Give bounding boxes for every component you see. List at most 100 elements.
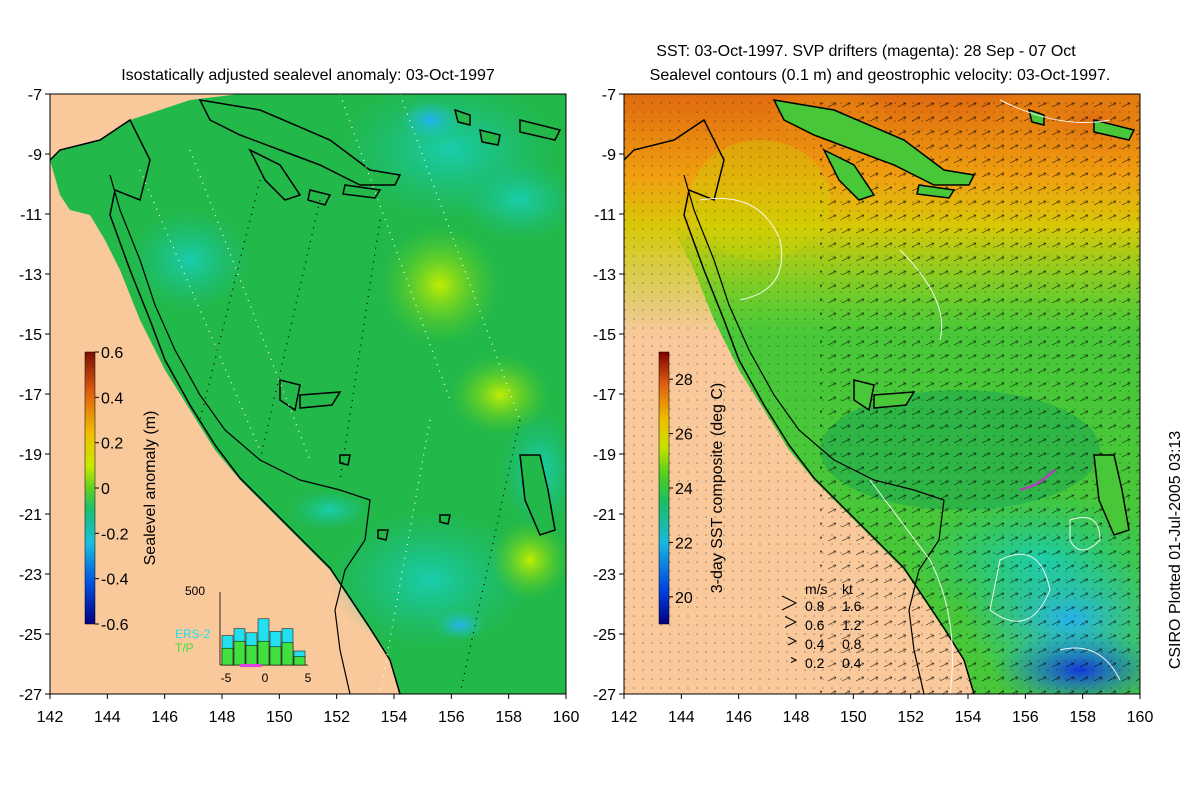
legend-tp: T/P — [175, 641, 194, 655]
histogram-xticks: -5 0 5 — [221, 671, 312, 685]
histogram-xtick-label: 0 — [262, 671, 269, 685]
right-title-line1: SST: 03-Oct-1997. SVP drifters (magenta)… — [656, 43, 1076, 60]
left-map — [50, 94, 566, 694]
histogram-bar-tp — [281, 642, 294, 666]
lat-tick-label: -15 — [593, 327, 616, 344]
lon-tick-label: 152 — [897, 709, 924, 726]
right-title-line2: Sealevel contours (0.1 m) and geostrophi… — [650, 67, 1111, 84]
velocity-legend-arrow — [784, 616, 798, 628]
left-colorbar: 0.6 0.4 0.2 0 -0.2 -0.4 -0.6 Sealevel anomaly … — [84, 345, 159, 634]
lat-tick-label: -23 — [593, 567, 616, 584]
plot-credit: CSIRO Plotted 01-Jul-2005 03:13 — [1167, 431, 1184, 669]
left-colorbar-label: Sealevel anomaly (m) — [142, 411, 159, 566]
histogram-marker — [240, 664, 262, 667]
right-islands — [772, 99, 1136, 536]
lat-tick-label: -13 — [19, 267, 42, 284]
lon-tick-label: 142 — [611, 709, 638, 726]
right-colorbar-label: 3-day SST composite (deg C) — [709, 383, 726, 593]
colorbar-tick-label: -0.2 — [101, 526, 129, 543]
left-australia-coast — [50, 118, 401, 694]
histogram-bar-tp — [245, 645, 258, 666]
left-satellite-tracks — [139, 94, 521, 694]
lat-tick-label: -11 — [594, 207, 616, 224]
colorbar-tick-label: 28 — [675, 372, 693, 389]
right-lat-axis: -7 -9 -11 -13 -15 -17 -19 -21 -23 -25 -27 — [593, 87, 624, 704]
histogram-bars — [221, 618, 306, 666]
lat-tick-label: -11 — [20, 207, 42, 224]
velocity-legend-ms: 0.2 — [805, 655, 825, 671]
lon-tick-label: 154 — [381, 709, 408, 726]
left-colorbar-ticks: 0.6 0.4 0.2 0 -0.2 -0.4 -0.6 — [95, 345, 129, 634]
lat-tick-label: -9 — [602, 147, 616, 164]
lon-tick-label: 158 — [495, 709, 522, 726]
lon-tick-label: 146 — [151, 709, 178, 726]
lon-tick-label: 150 — [266, 709, 293, 726]
colorbar-tick-label: 0.2 — [101, 436, 123, 453]
right-bathymetry-contour — [683, 174, 945, 694]
lon-tick-label: 148 — [209, 709, 236, 726]
lat-tick-label: -13 — [593, 267, 616, 284]
lat-tick-label: -17 — [19, 387, 42, 404]
histogram-bar-tp — [221, 647, 234, 666]
right-colorbar: 28 26 24 22 20 3-day SST composite (deg C) — [658, 351, 726, 625]
lat-tick-label: -15 — [19, 327, 42, 344]
right-colorbar-scale — [658, 351, 670, 625]
left-bathymetry-contour — [109, 174, 371, 694]
velocity-legend-rows: 0.8 1.6 0.6 1.2 0.4 0.8 0.2 0.4 — [781, 595, 862, 671]
left-colorbar-scale — [84, 351, 96, 625]
colorbar-tick-label: 20 — [675, 590, 693, 607]
right-map — [624, 94, 1140, 694]
right-australia-coast — [624, 118, 975, 694]
velocity-legend: m/s kt 0.8 1.6 0.6 1.2 0.4 0.8 0.2 0.4 — [781, 581, 862, 671]
legend-ers2: ERS-2 — [175, 627, 211, 641]
lon-tick-label: 142 — [37, 709, 64, 726]
velocity-legend-kt: 0.4 — [842, 655, 862, 671]
histogram-bar-tp — [269, 646, 282, 666]
colorbar-tick-label: 0.4 — [101, 390, 123, 407]
lon-tick-label: 152 — [323, 709, 350, 726]
lon-tick-label: 144 — [668, 709, 695, 726]
lon-tick-label: 160 — [1127, 709, 1154, 726]
lat-tick-label: -25 — [593, 627, 616, 644]
velocity-legend-kt: 0.8 — [842, 636, 862, 652]
left-lon-axis: 142 144 146 148 150 152 154 156 158 160 — [37, 694, 579, 726]
velocity-legend-ms: 0.6 — [805, 617, 825, 633]
velocity-legend-arrow — [787, 636, 798, 646]
histogram-xtick-label: 5 — [305, 671, 312, 685]
right-panel: SST: 03-Oct-1997. SVP drifters (magenta)… — [593, 43, 1154, 726]
left-lat-axis: -7 -9 -11 -13 -15 -17 -19 -21 -23 -25 -27 — [19, 87, 50, 704]
colorbar-tick-label: 24 — [675, 481, 693, 498]
lat-tick-label: -7 — [602, 87, 616, 104]
colorbar-tick-label: -0.6 — [101, 617, 129, 634]
velocity-legend-header-ms: m/s — [805, 581, 828, 597]
lat-tick-label: -9 — [28, 147, 42, 164]
left-panel: Isostatically adjusted sealevel anomaly:… — [19, 67, 580, 726]
lon-tick-label: 158 — [1069, 709, 1096, 726]
histogram-bar-tp — [233, 640, 246, 666]
colorbar-tick-label: 0.6 — [101, 345, 123, 362]
lon-tick-label: 156 — [1012, 709, 1039, 726]
left-islands — [198, 99, 562, 541]
colorbar-tick-label: 22 — [675, 535, 693, 552]
right-lon-axis: 142 144 146 148 150 152 154 156 158 160 — [611, 694, 1154, 726]
velocity-legend-arrow — [781, 595, 798, 611]
colorbar-tick-label: -0.4 — [101, 572, 129, 589]
colorbar-tick-label: 0 — [101, 481, 110, 498]
colorbar-tick-label: 26 — [675, 427, 693, 444]
left-title: Isostatically adjusted sealevel anomaly:… — [121, 67, 495, 84]
lon-tick-label: 156 — [438, 709, 465, 726]
lat-tick-label: -27 — [19, 687, 42, 704]
drifter-track — [1019, 469, 1056, 492]
velocity-legend-kt: 1.6 — [842, 598, 862, 614]
lat-tick-label: -17 — [593, 387, 616, 404]
velocity-legend-header-kt: kt — [842, 581, 853, 597]
velocity-legend-ms: 0.8 — [805, 598, 825, 614]
velocity-legend-kt: 1.2 — [842, 617, 862, 633]
lat-tick-label: -21 — [593, 507, 616, 524]
histogram-ymax-label: 500 — [185, 584, 205, 598]
lat-tick-label: -19 — [593, 447, 616, 464]
lon-tick-label: 146 — [725, 709, 752, 726]
lat-tick-label: -21 — [19, 507, 42, 524]
